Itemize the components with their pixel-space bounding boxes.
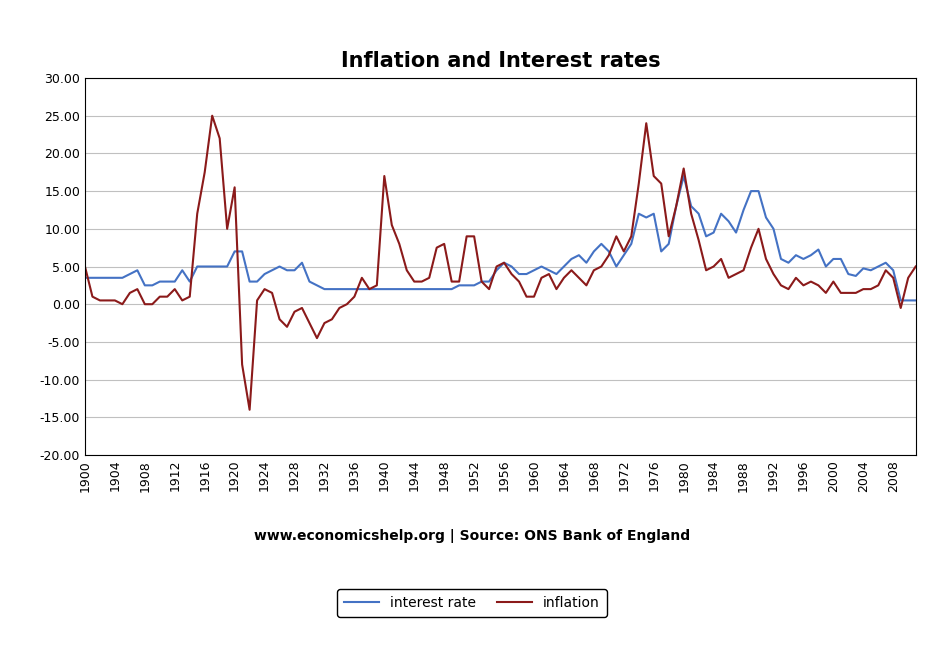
interest rate	[685, 202, 697, 210]
inflation	[655, 179, 666, 187]
inflation	[693, 236, 704, 244]
inflation	[244, 406, 255, 413]
Line: interest rate: interest rate	[85, 176, 916, 300]
inflation	[910, 263, 921, 270]
interest rate	[371, 285, 382, 293]
interest rate	[910, 296, 921, 304]
inflation	[79, 263, 91, 270]
Text: www.economicshelp.org | Source: ONS Bank of England: www.economicshelp.org | Source: ONS Bank…	[254, 529, 690, 543]
Legend: interest rate, inflation: interest rate, inflation	[337, 589, 607, 617]
interest rate	[678, 172, 689, 180]
interest rate	[79, 274, 91, 281]
interest rate	[731, 229, 742, 237]
interest rate	[544, 266, 555, 274]
interest rate	[641, 214, 652, 222]
interest rate	[895, 296, 906, 304]
inflation	[738, 266, 750, 274]
inflation	[207, 112, 218, 120]
inflation	[386, 221, 397, 229]
inflation	[895, 304, 906, 312]
Title: Inflation and Interest rates: Inflation and Interest rates	[341, 51, 660, 71]
interest rate	[887, 266, 899, 274]
inflation	[558, 274, 569, 281]
Line: inflation: inflation	[85, 116, 916, 410]
